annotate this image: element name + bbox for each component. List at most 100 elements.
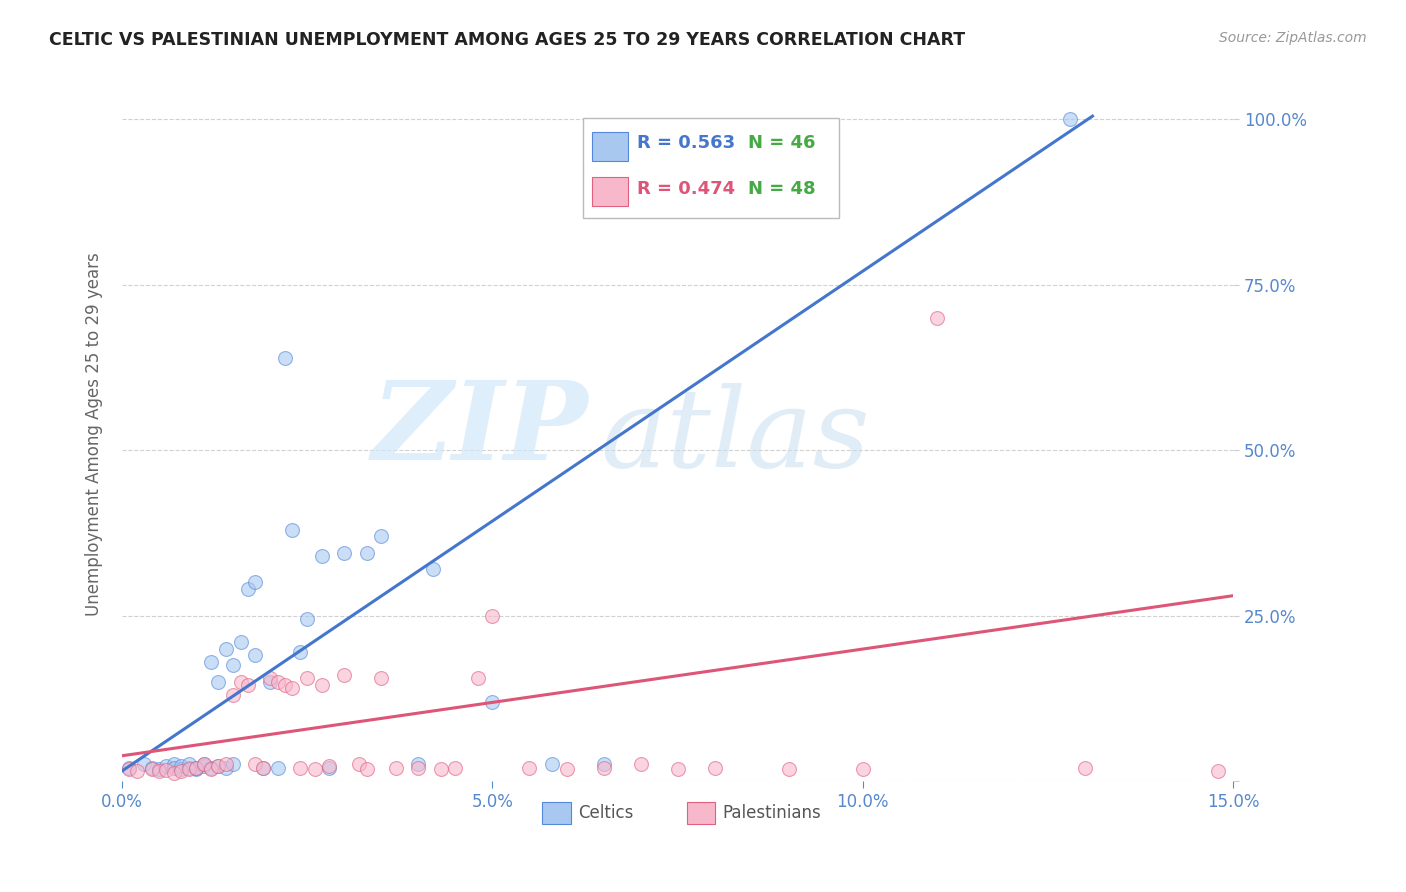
Point xyxy=(207,759,229,773)
Point xyxy=(288,761,311,775)
Point xyxy=(215,757,238,772)
FancyBboxPatch shape xyxy=(686,802,716,824)
Point xyxy=(177,757,200,772)
Text: Celtics: Celtics xyxy=(578,804,633,822)
Point xyxy=(925,310,948,325)
Point xyxy=(236,582,259,596)
Point xyxy=(481,608,503,623)
Point xyxy=(304,762,326,776)
Point xyxy=(1208,764,1230,778)
Point xyxy=(215,641,238,656)
Point xyxy=(408,757,430,772)
Point xyxy=(155,759,177,773)
Text: Source: ZipAtlas.com: Source: ZipAtlas.com xyxy=(1219,31,1367,45)
Point xyxy=(592,757,614,772)
Point xyxy=(118,762,141,776)
Text: atlas: atlas xyxy=(600,384,869,491)
Point xyxy=(297,672,319,686)
Point xyxy=(163,757,186,772)
Point xyxy=(148,762,170,776)
Point xyxy=(259,674,281,689)
Point xyxy=(778,762,800,776)
Point xyxy=(245,575,267,590)
Point xyxy=(852,762,875,776)
Point xyxy=(118,761,141,775)
Point xyxy=(1059,112,1081,127)
Point xyxy=(555,762,578,776)
Point xyxy=(356,762,378,776)
Point xyxy=(259,672,281,686)
Point xyxy=(193,757,215,772)
Point xyxy=(184,761,207,775)
Point xyxy=(370,529,392,543)
Point xyxy=(215,761,238,775)
Point xyxy=(222,688,245,702)
Point xyxy=(1074,761,1097,775)
Point xyxy=(141,761,163,775)
Point xyxy=(184,762,207,776)
Point xyxy=(540,757,562,772)
Point xyxy=(141,762,163,776)
Point xyxy=(207,759,229,773)
Point xyxy=(666,762,689,776)
Text: CELTIC VS PALESTINIAN UNEMPLOYMENT AMONG AGES 25 TO 29 YEARS CORRELATION CHART: CELTIC VS PALESTINIAN UNEMPLOYMENT AMONG… xyxy=(49,31,966,49)
Point xyxy=(481,694,503,708)
Point xyxy=(311,549,333,563)
Point xyxy=(177,761,200,775)
Text: N = 46: N = 46 xyxy=(748,135,815,153)
Point xyxy=(274,678,297,692)
Point xyxy=(229,635,252,649)
Text: Palestinians: Palestinians xyxy=(723,804,821,822)
Point xyxy=(333,546,356,560)
Point xyxy=(333,668,356,682)
Point xyxy=(245,757,267,772)
Text: R = 0.474: R = 0.474 xyxy=(637,180,735,198)
Text: R = 0.563: R = 0.563 xyxy=(637,135,735,153)
Point xyxy=(193,757,215,772)
Point xyxy=(467,672,489,686)
Point xyxy=(370,672,392,686)
Point xyxy=(163,761,186,775)
Point xyxy=(170,762,193,776)
Point xyxy=(266,761,288,775)
Y-axis label: Unemployment Among Ages 25 to 29 years: Unemployment Among Ages 25 to 29 years xyxy=(86,252,103,615)
Point xyxy=(630,757,652,772)
Point xyxy=(297,612,319,626)
Point xyxy=(222,658,245,673)
Point xyxy=(318,761,340,775)
Point xyxy=(281,523,304,537)
Text: N = 48: N = 48 xyxy=(748,180,815,198)
Point xyxy=(288,645,311,659)
Point xyxy=(148,764,170,778)
Point xyxy=(184,761,207,775)
Point xyxy=(177,762,200,776)
Point xyxy=(125,764,148,778)
Point xyxy=(266,674,288,689)
Point xyxy=(429,762,451,776)
Point xyxy=(252,761,274,775)
Point xyxy=(274,351,297,365)
Point xyxy=(200,762,222,776)
Point xyxy=(207,674,229,689)
Text: ZIP: ZIP xyxy=(373,376,589,483)
Point xyxy=(134,757,156,772)
Point xyxy=(155,764,177,778)
Point xyxy=(163,766,186,780)
Point xyxy=(519,761,541,775)
Point xyxy=(170,764,193,778)
Point xyxy=(385,761,408,775)
Point xyxy=(347,757,370,772)
Point xyxy=(245,648,267,663)
Point xyxy=(236,678,259,692)
FancyBboxPatch shape xyxy=(543,802,571,824)
Point xyxy=(229,674,252,689)
Point xyxy=(252,761,274,775)
Point xyxy=(222,757,245,772)
Point xyxy=(703,761,725,775)
Point xyxy=(170,759,193,773)
Point xyxy=(281,681,304,696)
Point xyxy=(356,546,378,560)
Point xyxy=(311,678,333,692)
Point xyxy=(592,761,614,775)
Point xyxy=(444,761,467,775)
